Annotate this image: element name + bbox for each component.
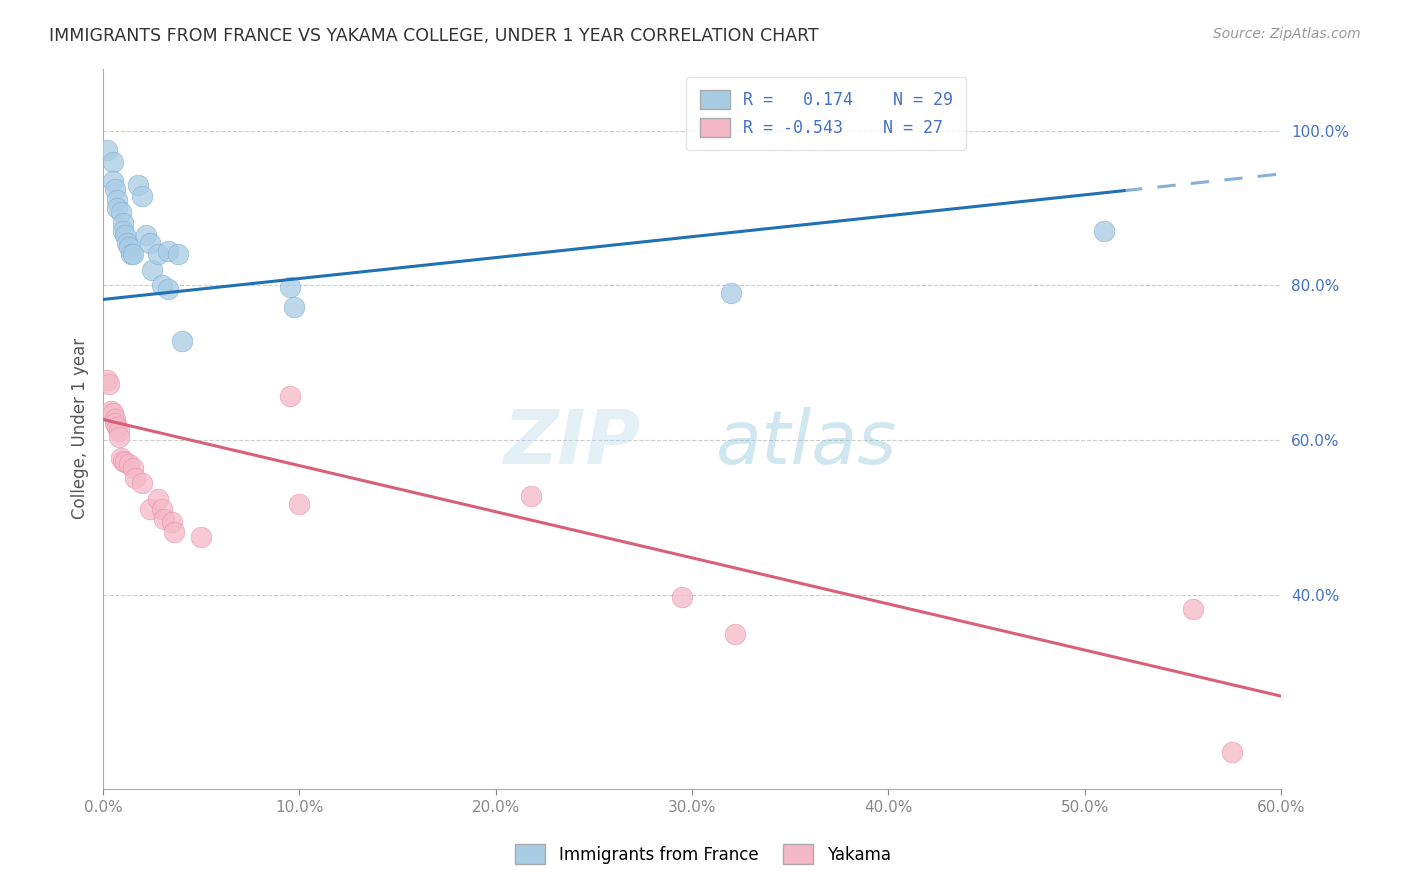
Point [153, 512, 176, 526]
Point [98, 376, 121, 391]
Point [278, 388, 301, 402]
Point [105, 201, 128, 215]
Point [160, 515, 183, 529]
Point [118, 240, 141, 254]
Point [108, 429, 131, 443]
Point [170, 334, 193, 349]
Legend: Immigrants from France, Yakama: Immigrants from France, Yakama [509, 838, 897, 871]
Point [115, 235, 138, 250]
Point [139, 501, 162, 516]
Legend: R =   0.174    N = 29, R = -0.543    N = 27: R = 0.174 N = 29, R = -0.543 N = 27 [686, 77, 966, 151]
Point [278, 280, 301, 294]
Point [121, 460, 143, 475]
Point [146, 491, 169, 506]
Point [131, 189, 153, 203]
Point [120, 247, 142, 261]
Point [520, 489, 543, 503]
Point [150, 278, 173, 293]
Point [156, 282, 179, 296]
Point [141, 263, 163, 277]
Point [111, 454, 134, 468]
Point [104, 181, 127, 195]
Point [104, 417, 127, 431]
Point [101, 154, 124, 169]
Point [96, 143, 118, 157]
Point [101, 174, 124, 188]
Point [114, 455, 136, 469]
Point [166, 247, 188, 261]
Point [110, 451, 132, 466]
Point [1181, 602, 1204, 616]
Point [101, 406, 124, 420]
Point [121, 247, 143, 261]
Text: Source: ZipAtlas.com: Source: ZipAtlas.com [1213, 27, 1361, 41]
Point [118, 457, 141, 471]
Point [288, 497, 311, 511]
Point [108, 424, 131, 438]
Text: IMMIGRANTS FROM FRANCE VS YAKAMA COLLEGE, UNDER 1 YEAR CORRELATION CHART: IMMIGRANTS FROM FRANCE VS YAKAMA COLLEGE… [49, 27, 818, 45]
Point [135, 228, 157, 243]
Point [190, 530, 212, 544]
Point [146, 247, 169, 261]
Point [156, 244, 179, 258]
Point [139, 235, 162, 250]
Point [163, 524, 186, 539]
Point [124, 470, 146, 484]
Point [105, 419, 128, 434]
Point [283, 300, 305, 314]
Point [150, 501, 173, 516]
Point [724, 627, 747, 641]
Y-axis label: College, Under 1 year: College, Under 1 year [72, 338, 89, 519]
Point [671, 590, 693, 604]
Point [131, 476, 153, 491]
Point [96, 373, 118, 387]
Point [100, 404, 122, 418]
Point [1092, 224, 1115, 238]
Point [105, 193, 128, 207]
Point [1220, 745, 1243, 759]
Text: ZIP: ZIP [503, 407, 641, 480]
Point [114, 228, 136, 243]
Point [110, 205, 132, 219]
Point [720, 286, 742, 301]
Point [111, 217, 134, 231]
Point [104, 411, 127, 425]
Text: atlas: atlas [716, 408, 897, 479]
Point [111, 224, 134, 238]
Point [127, 178, 149, 192]
